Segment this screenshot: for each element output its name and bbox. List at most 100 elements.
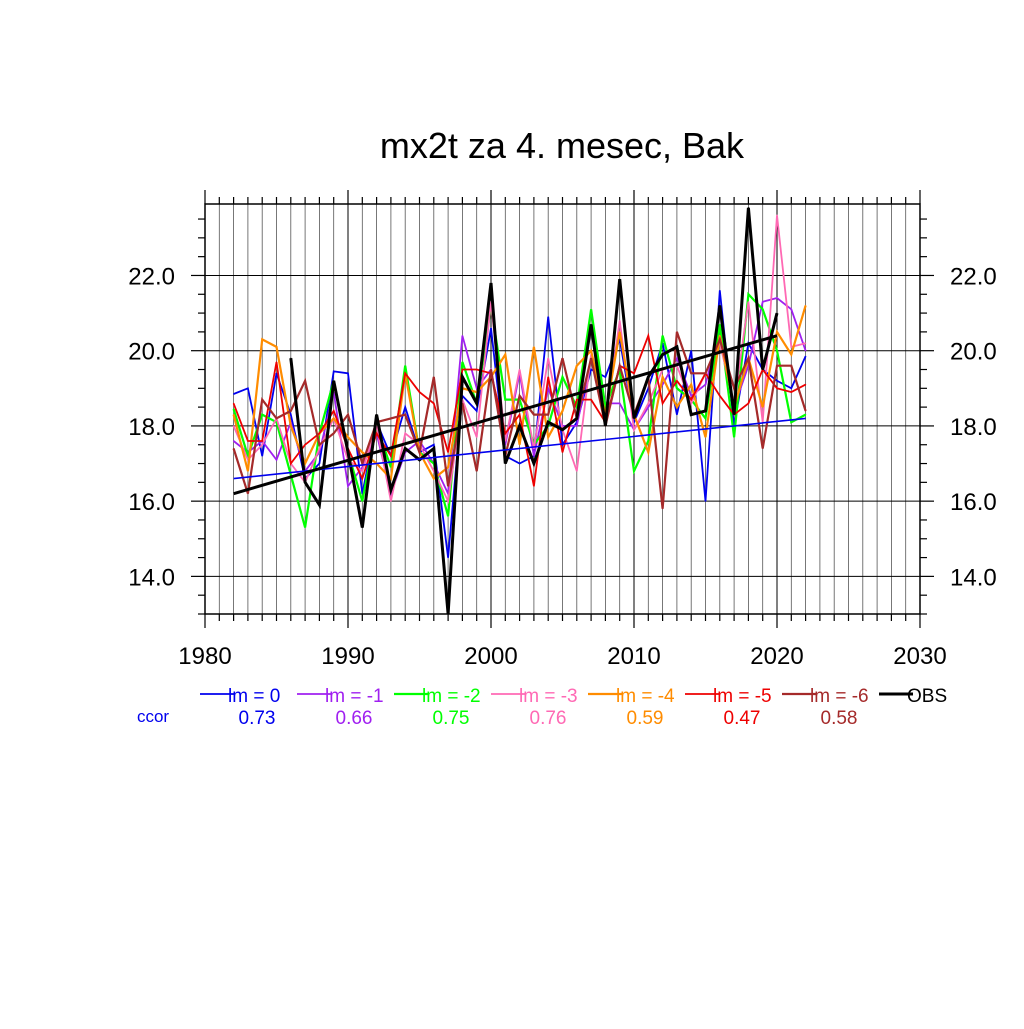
data-point [390,466,392,468]
data-point [361,462,363,465]
data-point [318,504,320,506]
data-point [318,447,320,450]
ccor-label: ccor [137,707,169,726]
data-point [533,485,535,487]
data-point [433,444,435,446]
data-point [333,417,335,420]
data-point [504,398,506,401]
data-point [805,355,807,357]
data-point [676,357,678,359]
data-point [247,470,249,472]
data-point [590,357,592,359]
data-point [704,417,707,420]
data-point [690,398,692,401]
data-point [619,278,621,280]
data-point [519,368,521,371]
data-point [447,485,449,487]
data-point [561,429,564,431]
data-point [719,323,721,325]
data-point [733,436,735,438]
legend-ccor-value: 0.58 [821,708,858,729]
data-point [519,462,521,465]
data-point [547,436,549,438]
data-point [275,361,278,363]
data-point [590,398,592,401]
data-point [719,395,721,397]
data-point [633,470,635,472]
axis-layer: 1980 1990 2000 2010 2020 2030 14.0 14.0 16.0 16.0… [128,190,997,670]
data-point [805,342,807,344]
legend-label: lm = -1 [325,686,384,707]
y-tick-label-right: 22.0 [950,263,997,290]
data-point [290,425,292,427]
data-point [333,432,335,435]
chart-title: mx2t za 4. mesec, Bak [380,125,745,166]
data-point [776,297,778,299]
data-point [261,455,263,457]
data-point [418,391,421,393]
data-point [361,526,363,529]
x-tick-label: 2020 [750,643,803,670]
data-point [662,508,664,510]
data-point [747,207,750,209]
data-point [247,455,249,457]
data-point [776,387,778,389]
data-point [233,402,235,404]
data-point [690,350,692,352]
data-point [376,432,378,435]
data-point [633,372,635,374]
data-point [290,414,292,416]
data-point [561,376,564,378]
data-point [676,346,678,348]
data-point [476,368,478,371]
trend-layer [233,334,806,496]
data-point [461,368,463,371]
data-point [233,408,235,410]
data-point [304,526,306,529]
data-point [719,335,721,337]
legend-label: OBS [907,686,947,707]
data-point [490,282,492,284]
data-point [805,383,807,386]
data-point [333,410,335,412]
data-point [404,447,406,450]
data-point [576,425,578,427]
data-point [547,376,549,378]
data-point [275,346,278,348]
data-point [805,414,807,416]
data-point [390,477,392,480]
data-point [619,331,621,333]
data-point [647,440,649,442]
trend-line [233,417,806,480]
data-point [747,402,750,404]
data-point [719,289,721,292]
data-point [347,485,349,487]
data-point [504,353,506,356]
legend-label: lm = -2 [422,686,481,707]
data-point [304,462,306,465]
data-point [233,440,235,442]
data-point [690,395,692,397]
data-point [604,376,607,378]
data-point [347,436,349,438]
data-point [676,331,678,333]
data-point [476,470,478,472]
legend-ccor-value: 0.73 [239,708,276,729]
y-tick-label-right: 16.0 [950,489,997,516]
data-point [633,417,635,420]
data-point [790,421,792,423]
y-tick-label-left: 20.0 [128,339,175,366]
legend-label: lm = -5 [713,686,772,707]
data-point [519,414,521,416]
data-point [719,338,721,341]
data-point [662,353,664,356]
data-point [519,395,521,397]
data-point [704,383,707,386]
data-point [590,323,592,325]
data-point [676,406,678,408]
data-point [247,387,249,389]
data-point [704,372,707,374]
data-point [690,414,692,416]
